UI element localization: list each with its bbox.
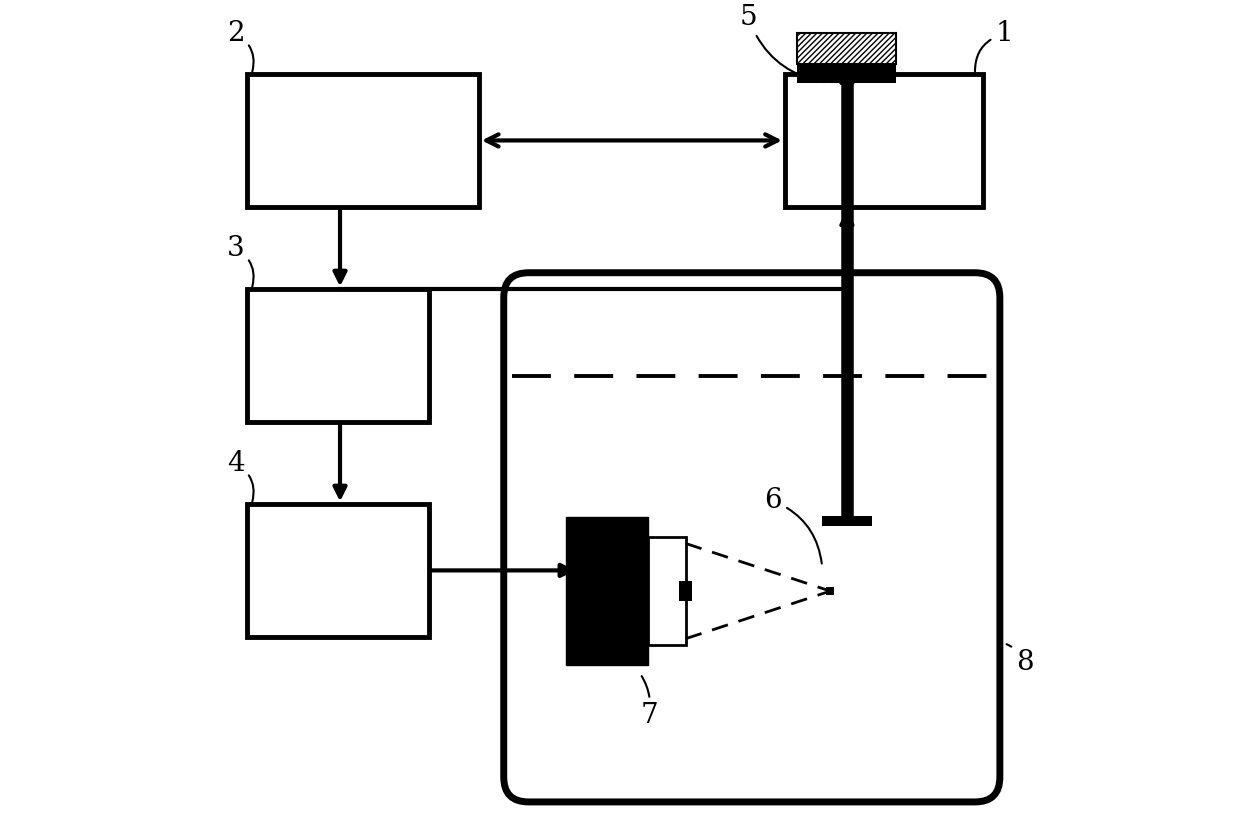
Text: 8: 8 [1006,644,1035,676]
Bar [826,587,835,595]
Text: 2: 2 [227,20,254,72]
Text: 4: 4 [227,450,254,502]
Text: 5: 5 [740,3,824,82]
Bar [823,516,872,526]
Bar [248,289,430,422]
Text: 6: 6 [764,488,821,564]
Bar [797,33,897,64]
Bar [648,538,685,645]
Text: 7: 7 [641,676,658,730]
Bar [797,64,897,83]
Bar [616,517,648,665]
Bar [679,581,693,601]
Text: 1: 1 [975,20,1014,72]
Bar [248,74,479,206]
Bar [784,74,984,206]
Text: 3: 3 [227,235,254,286]
Bar [566,517,616,665]
Bar [248,504,430,636]
